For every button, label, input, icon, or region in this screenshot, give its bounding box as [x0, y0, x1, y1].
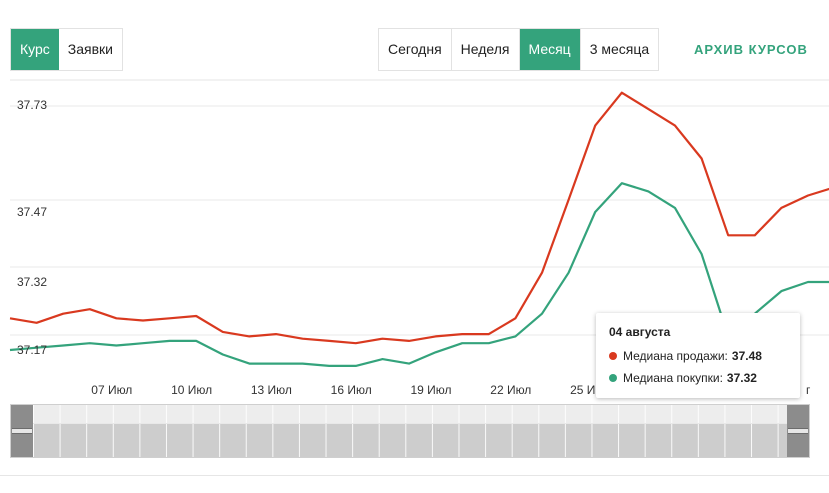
tooltip-sell-label: Медиана продажи:: [623, 349, 728, 363]
navigator-left-handle[interactable]: [11, 405, 33, 457]
tab-orders[interactable]: Заявки: [58, 29, 123, 70]
tab-rate[interactable]: Курс: [11, 29, 59, 70]
buy-marker-icon: [609, 374, 617, 382]
tooltip-date: 04 августа: [609, 325, 671, 339]
series-line-sell: [9, 91, 829, 345]
rate-chart: 37.73 37.47 37.32 37.17 07 Июл 10 Июл 13 Июл 1…: [9, 79, 829, 397]
range-navigator[interactable]: [10, 404, 810, 458]
x-tick-label: 19 Июл: [410, 383, 451, 397]
y-tick-label: 37.32: [17, 275, 47, 289]
y-tick-label: 37.47: [17, 205, 47, 219]
grip-icon: [788, 428, 808, 434]
x-tick-label: 13 Июл: [251, 383, 292, 397]
x-tick-label: 07 Июл: [91, 383, 132, 397]
tooltip-row-buy: Медиана покупки: 37.32: [609, 371, 788, 385]
period-selector: Сегодня Неделя Месяц 3 месяца: [378, 28, 660, 71]
navigator-divider: [33, 423, 787, 424]
grip-icon: [12, 428, 32, 434]
tooltip-buy-label: Медиана покупки:: [623, 371, 723, 385]
tooltip-sell-value: 37.48: [731, 349, 762, 363]
sell-marker-icon: [609, 352, 617, 360]
period-3months-button[interactable]: 3 месяца: [580, 29, 659, 70]
x-tick-label: 10 Июл: [171, 383, 212, 397]
y-tick-label: 37.17: [17, 343, 47, 357]
period-month-button[interactable]: Месяц: [519, 29, 581, 70]
bottom-divider: [0, 475, 829, 476]
navigator-right-handle[interactable]: [787, 405, 809, 457]
archive-link[interactable]: АРХИВ КУРСОВ: [694, 42, 808, 57]
period-week-button[interactable]: Неделя: [451, 29, 520, 70]
x-tick-label: г: [806, 383, 811, 397]
series-line-buy: [9, 182, 829, 367]
tooltip-row-sell: Медиана продажи: 37.48: [609, 349, 788, 363]
navigator-grid: [33, 405, 787, 457]
y-tick-label: 37.73: [17, 98, 47, 112]
x-tick-label: 16 Июл: [331, 383, 372, 397]
tooltip-buy-value: 37.32: [726, 371, 757, 385]
view-tabs: Курс Заявки: [10, 28, 124, 71]
period-today-button[interactable]: Сегодня: [379, 29, 452, 70]
x-tick-label: 22 Июл: [490, 383, 531, 397]
chart-tooltip: 04 августа Медиана продажи: 37.48 Медиан…: [596, 313, 800, 398]
